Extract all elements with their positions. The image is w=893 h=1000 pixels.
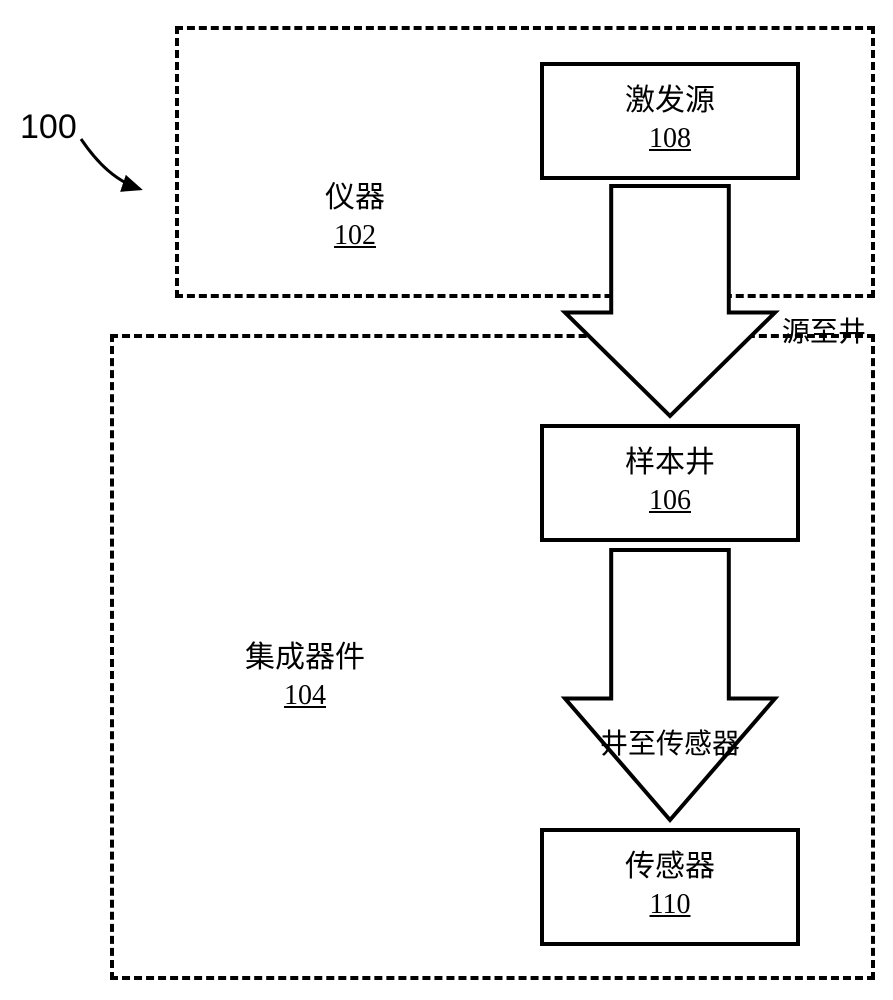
sensor-box-label: 传感器 — [625, 849, 715, 885]
diagram-canvas: 100 仪器 102 集成器件 104 激发源 108 样本井 106 传感器 … — [0, 0, 893, 1000]
instrument-number: 102 — [334, 216, 376, 255]
source-box-number: 108 — [649, 119, 691, 158]
arrow-well-to-sensor — [565, 550, 775, 820]
figure-reference-number: 100 — [20, 108, 77, 147]
well-box-number: 106 — [649, 481, 691, 520]
arrow-source-to-well — [565, 186, 775, 416]
curved-arrow-path — [81, 139, 140, 189]
instrument-label-block: 仪器 102 — [290, 180, 420, 255]
source-box-label: 激发源 — [625, 83, 715, 119]
sensor-box: 传感器 110 — [540, 828, 800, 946]
curved-arrow-icon — [78, 136, 158, 206]
integrated-device-label-block: 集成器件 104 — [215, 640, 395, 715]
integrated-device-number: 104 — [284, 676, 326, 715]
integrated-device-label: 集成器件 — [245, 640, 365, 676]
source-box: 激发源 108 — [540, 62, 800, 180]
sensor-box-number: 110 — [650, 885, 691, 924]
well-box: 样本井 106 — [540, 424, 800, 542]
arrow-source-to-well-label: 源至井 — [782, 310, 866, 350]
instrument-label: 仪器 — [325, 180, 385, 216]
well-box-label: 样本井 — [625, 445, 715, 481]
arrow-well-to-sensor-label: 井至传感器 — [600, 722, 740, 762]
